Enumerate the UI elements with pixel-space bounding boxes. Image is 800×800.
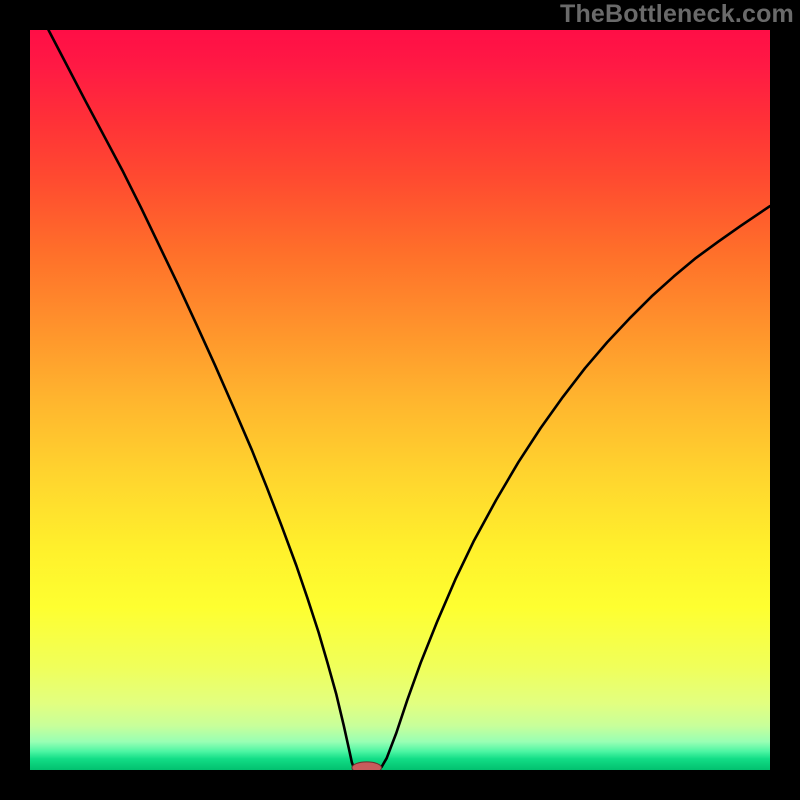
chart-svg <box>0 0 800 800</box>
watermark-label: TheBottleneck.com <box>560 0 794 29</box>
gradient-background <box>30 30 770 770</box>
chart-stage: TheBottleneck.com <box>0 0 800 800</box>
